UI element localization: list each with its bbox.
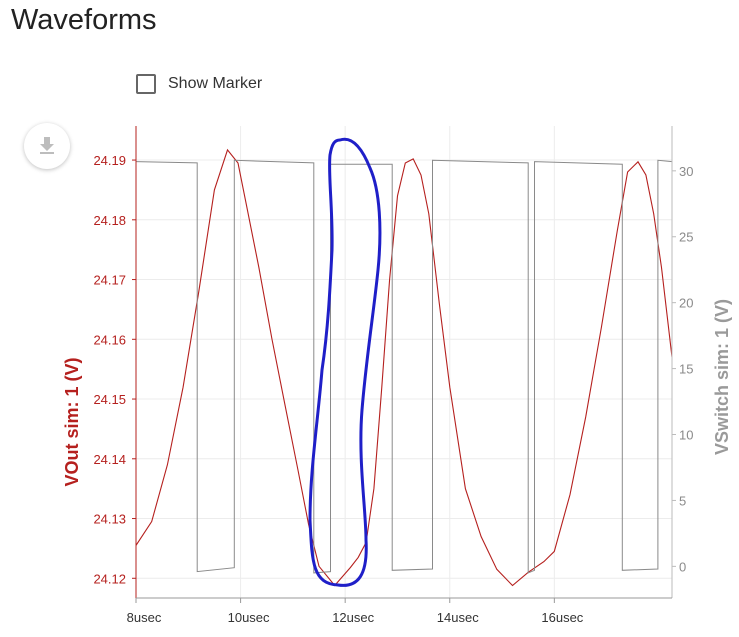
chart-series: [136, 148, 672, 587]
page-title: Waveforms: [11, 4, 157, 36]
chart-ticks: 24.19 24.18 24.17 24.16 24.15 24.14 24.13 24.12…: [93, 153, 693, 625]
show-marker-control[interactable]: Show Marker: [136, 74, 262, 94]
right-tick-label: 10: [679, 428, 693, 443]
right-axis-label: VSwitch sim: 1 (V): [712, 299, 732, 455]
series-line-vout: [136, 148, 672, 587]
download-button[interactable]: [24, 123, 70, 169]
series-line-vswitch: [136, 159, 672, 574]
right-tick-label: 30: [679, 164, 693, 179]
chart-grid: [136, 126, 672, 598]
left-tick-label: 24.17: [93, 273, 126, 288]
x-tick-label: 10usec: [228, 610, 270, 625]
right-tick-label: 25: [679, 230, 693, 245]
right-tick-label: 5: [679, 493, 686, 508]
left-tick-label: 24.12: [93, 571, 126, 586]
show-marker-label: Show Marker: [168, 75, 263, 92]
show-marker-checkbox[interactable]: [136, 74, 156, 94]
x-tick-label: 8usec: [127, 610, 162, 625]
left-tick-label: 24.14: [93, 452, 126, 467]
left-tick-label: 24.18: [93, 213, 126, 228]
left-tick-label: 24.15: [93, 392, 126, 407]
left-tick-label: 24.16: [93, 332, 126, 347]
left-tick-label: 24.19: [93, 153, 126, 168]
x-tick-label: 16usec: [541, 610, 583, 625]
download-icon: [40, 137, 54, 154]
chart-axes: [135, 126, 673, 599]
right-tick-label: 0: [679, 559, 686, 574]
right-tick-label: 20: [679, 296, 693, 311]
right-tick-label: 15: [679, 362, 693, 377]
hand-drawn-annotation-loop: [308, 137, 382, 587]
left-axis-label: VOut sim: 1 (V): [62, 357, 82, 486]
x-tick-label: 12usec: [332, 610, 374, 625]
left-tick-label: 24.13: [93, 512, 126, 527]
x-tick-label: 14usec: [437, 610, 479, 625]
